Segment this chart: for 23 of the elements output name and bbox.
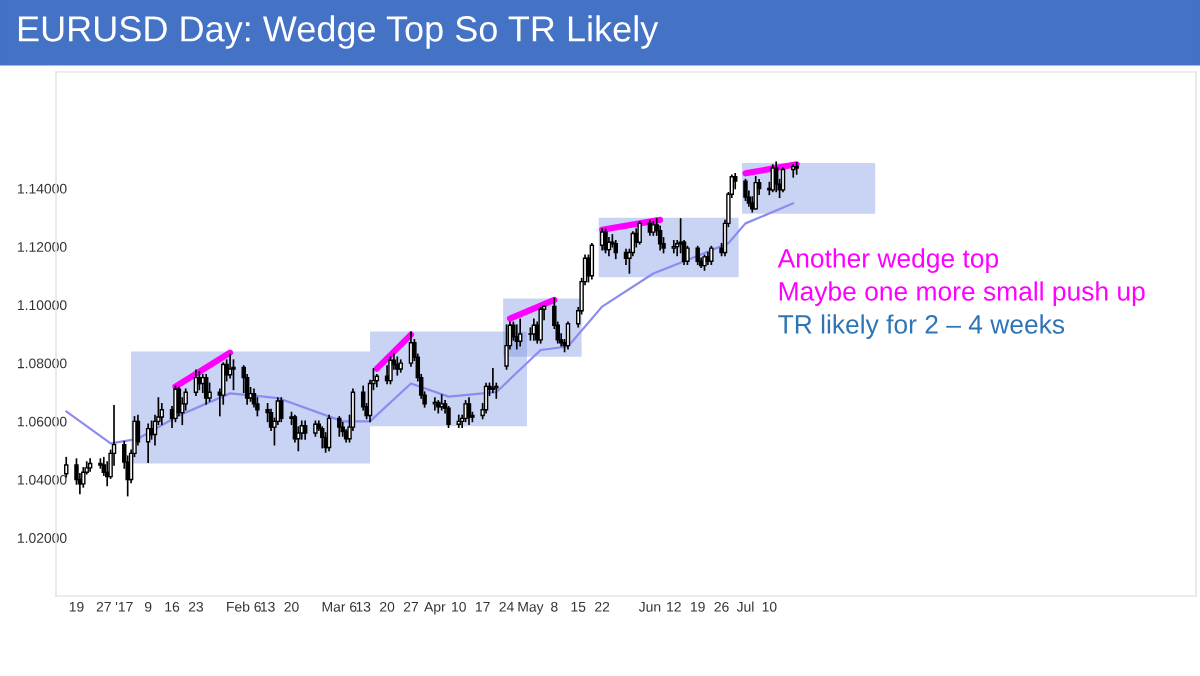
candlestick <box>159 403 165 426</box>
candlestick <box>538 306 543 344</box>
candlestick <box>326 414 332 452</box>
candlestick <box>173 385 178 423</box>
annotation: TR likely for 2 – 4 weeks <box>778 314 1065 339</box>
candlestick <box>743 178 748 201</box>
candlestick <box>231 359 236 391</box>
candlestick <box>463 400 468 423</box>
candlestick <box>517 318 523 347</box>
candlestick <box>64 456 69 478</box>
candlestick <box>603 228 608 254</box>
candlestick <box>773 161 779 193</box>
candlestick <box>388 356 393 385</box>
candlestick <box>780 167 786 193</box>
candlestick <box>81 467 86 488</box>
candlestick <box>319 426 325 449</box>
annotation: Another wedge top <box>777 248 999 273</box>
candlestick <box>671 240 677 254</box>
chart-title: EURUSD Day: Wedge Top So TR Likely <box>18 15 659 49</box>
candlestick <box>565 321 571 350</box>
annotation: Maybe one more small push up <box>779 281 1145 306</box>
candlestick <box>504 324 509 370</box>
candlestick <box>279 397 284 423</box>
